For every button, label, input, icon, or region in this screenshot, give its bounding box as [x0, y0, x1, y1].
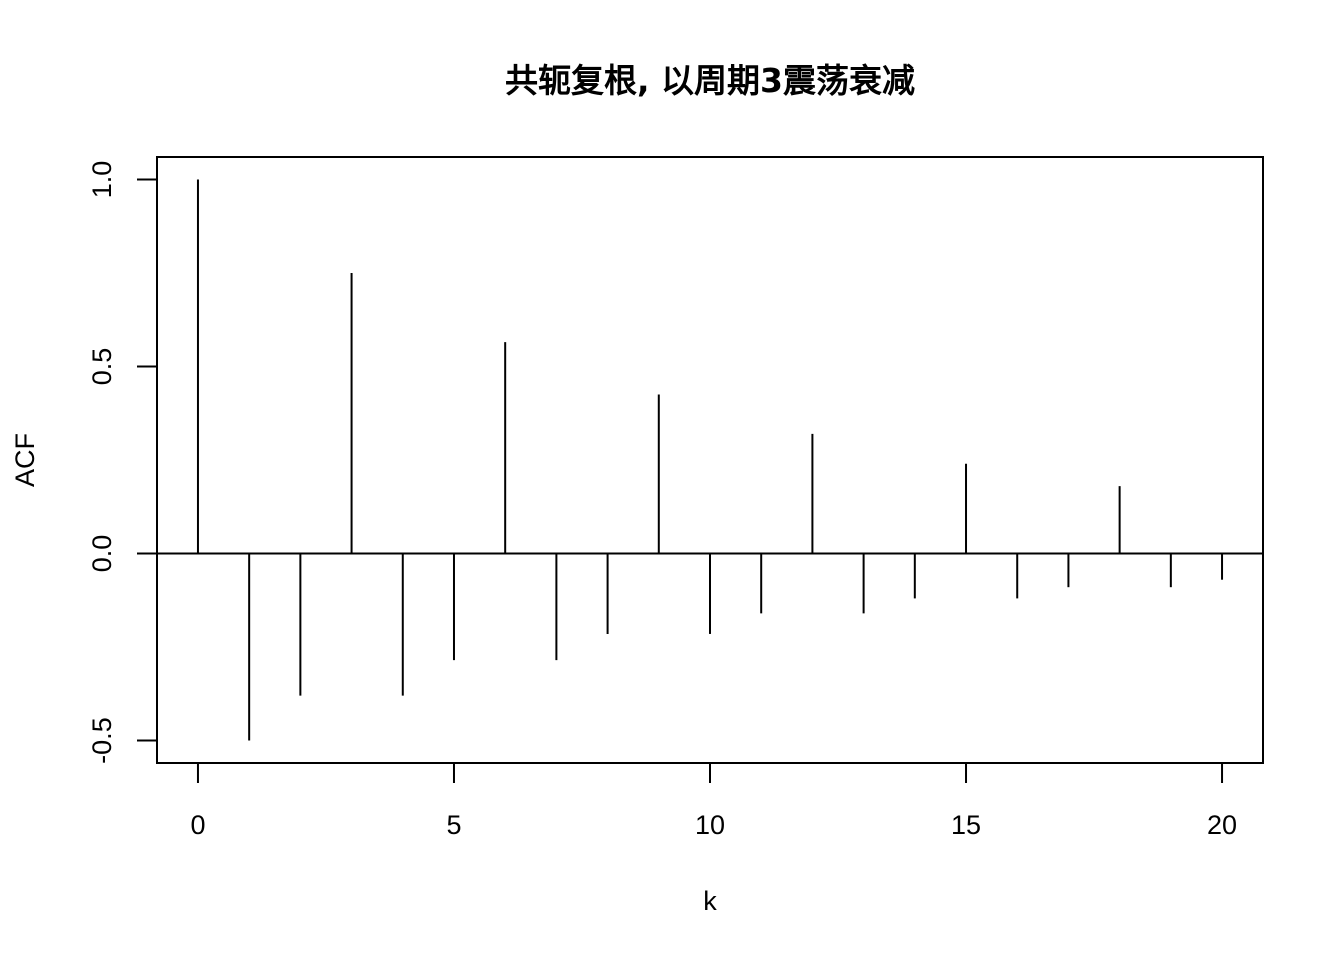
y-axis-label: ACF — [10, 433, 40, 487]
y-tick-label-0: -0.5 — [87, 717, 117, 764]
x-tick-label-0: 0 — [190, 810, 205, 840]
chart-title: 共轭复根, 以周期3震荡衰减 — [505, 61, 915, 100]
x-tick-label-20: 20 — [1207, 810, 1237, 840]
y-tick-label-3: 1.0 — [87, 161, 117, 199]
x-tick-label-5: 5 — [446, 810, 461, 840]
y-axis: -0.5 0.0 0.5 1.0 — [87, 161, 158, 764]
x-tick-label-15: 15 — [951, 810, 981, 840]
acf-spikes — [196, 179, 1224, 741]
x-tick-label-10: 10 — [695, 810, 725, 840]
x-axis-label: k — [703, 886, 717, 916]
y-tick-label-1: 0.0 — [87, 535, 117, 573]
plot-frame — [156, 156, 1264, 764]
y-tick-label-2: 0.5 — [87, 348, 117, 386]
x-axis: 0 5 10 15 20 — [190, 762, 1237, 840]
